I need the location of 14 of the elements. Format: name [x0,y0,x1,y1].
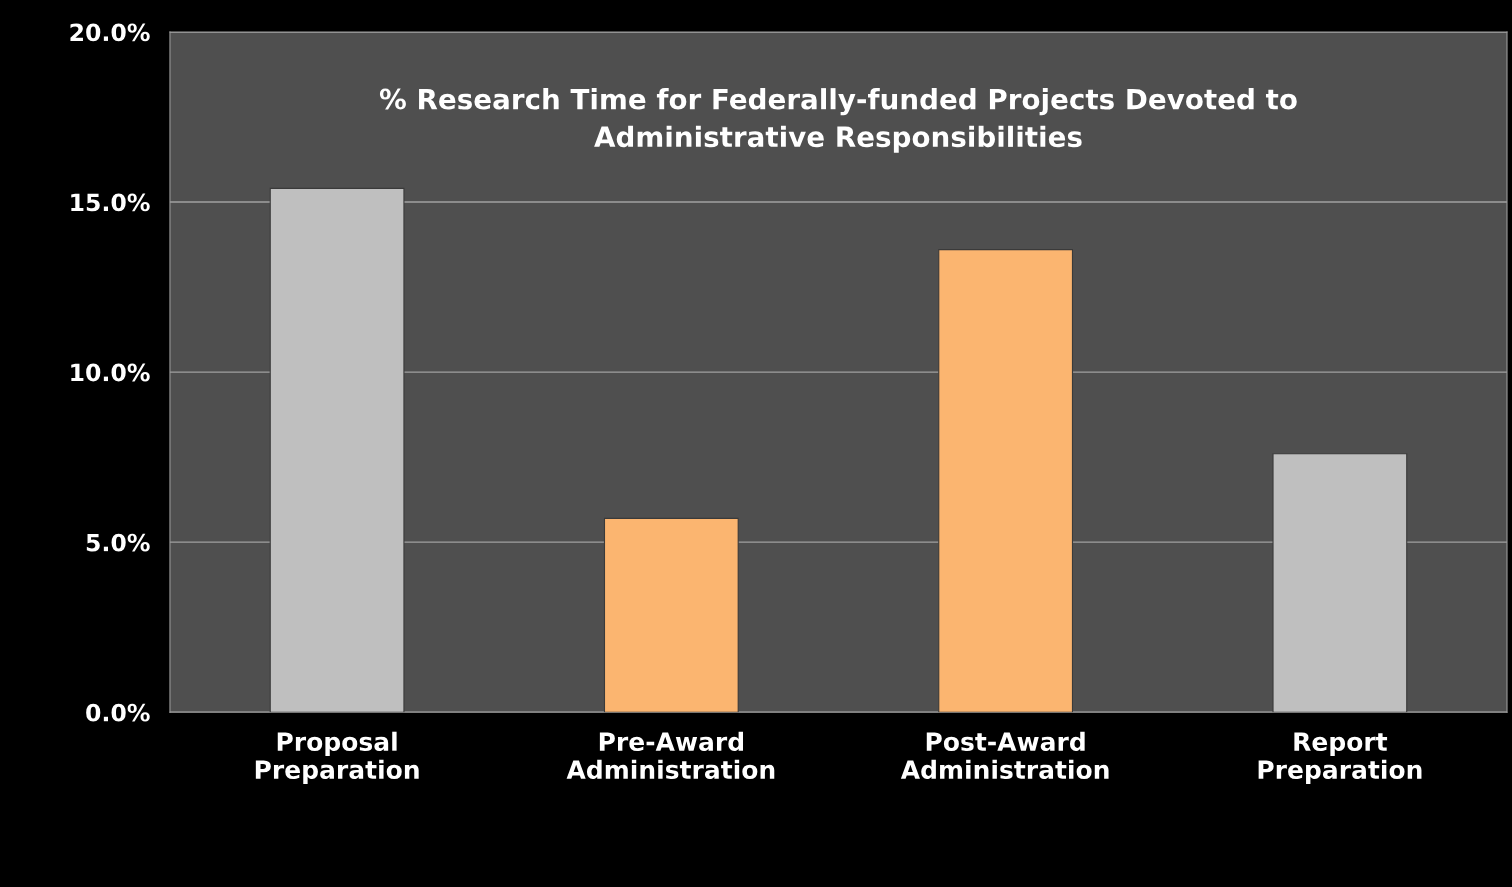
y-tick-label: 5.0% [86,533,150,552]
bar [269,187,405,713]
text: % Research Time for Federally-funded Projects Devoted to Administrative Responsibilities [379,88,1297,153]
bar [938,249,1074,713]
y-tick-label: 0.0% [86,703,150,722]
x-tick-label: Report Preparation [1258,732,1422,784]
x-tick-label: Proposal Preparation [255,731,419,784]
y-tick-label: 15.0% [71,193,150,212]
x-tick-label: Post-Award Administration [900,731,1109,780]
bar [603,517,739,713]
x-tick-label: Pre-Award Administration [566,731,775,780]
y-tick-label: 10.0% [71,363,150,382]
y-tick-label: 20.0% [70,23,150,42]
bar [1272,453,1408,713]
